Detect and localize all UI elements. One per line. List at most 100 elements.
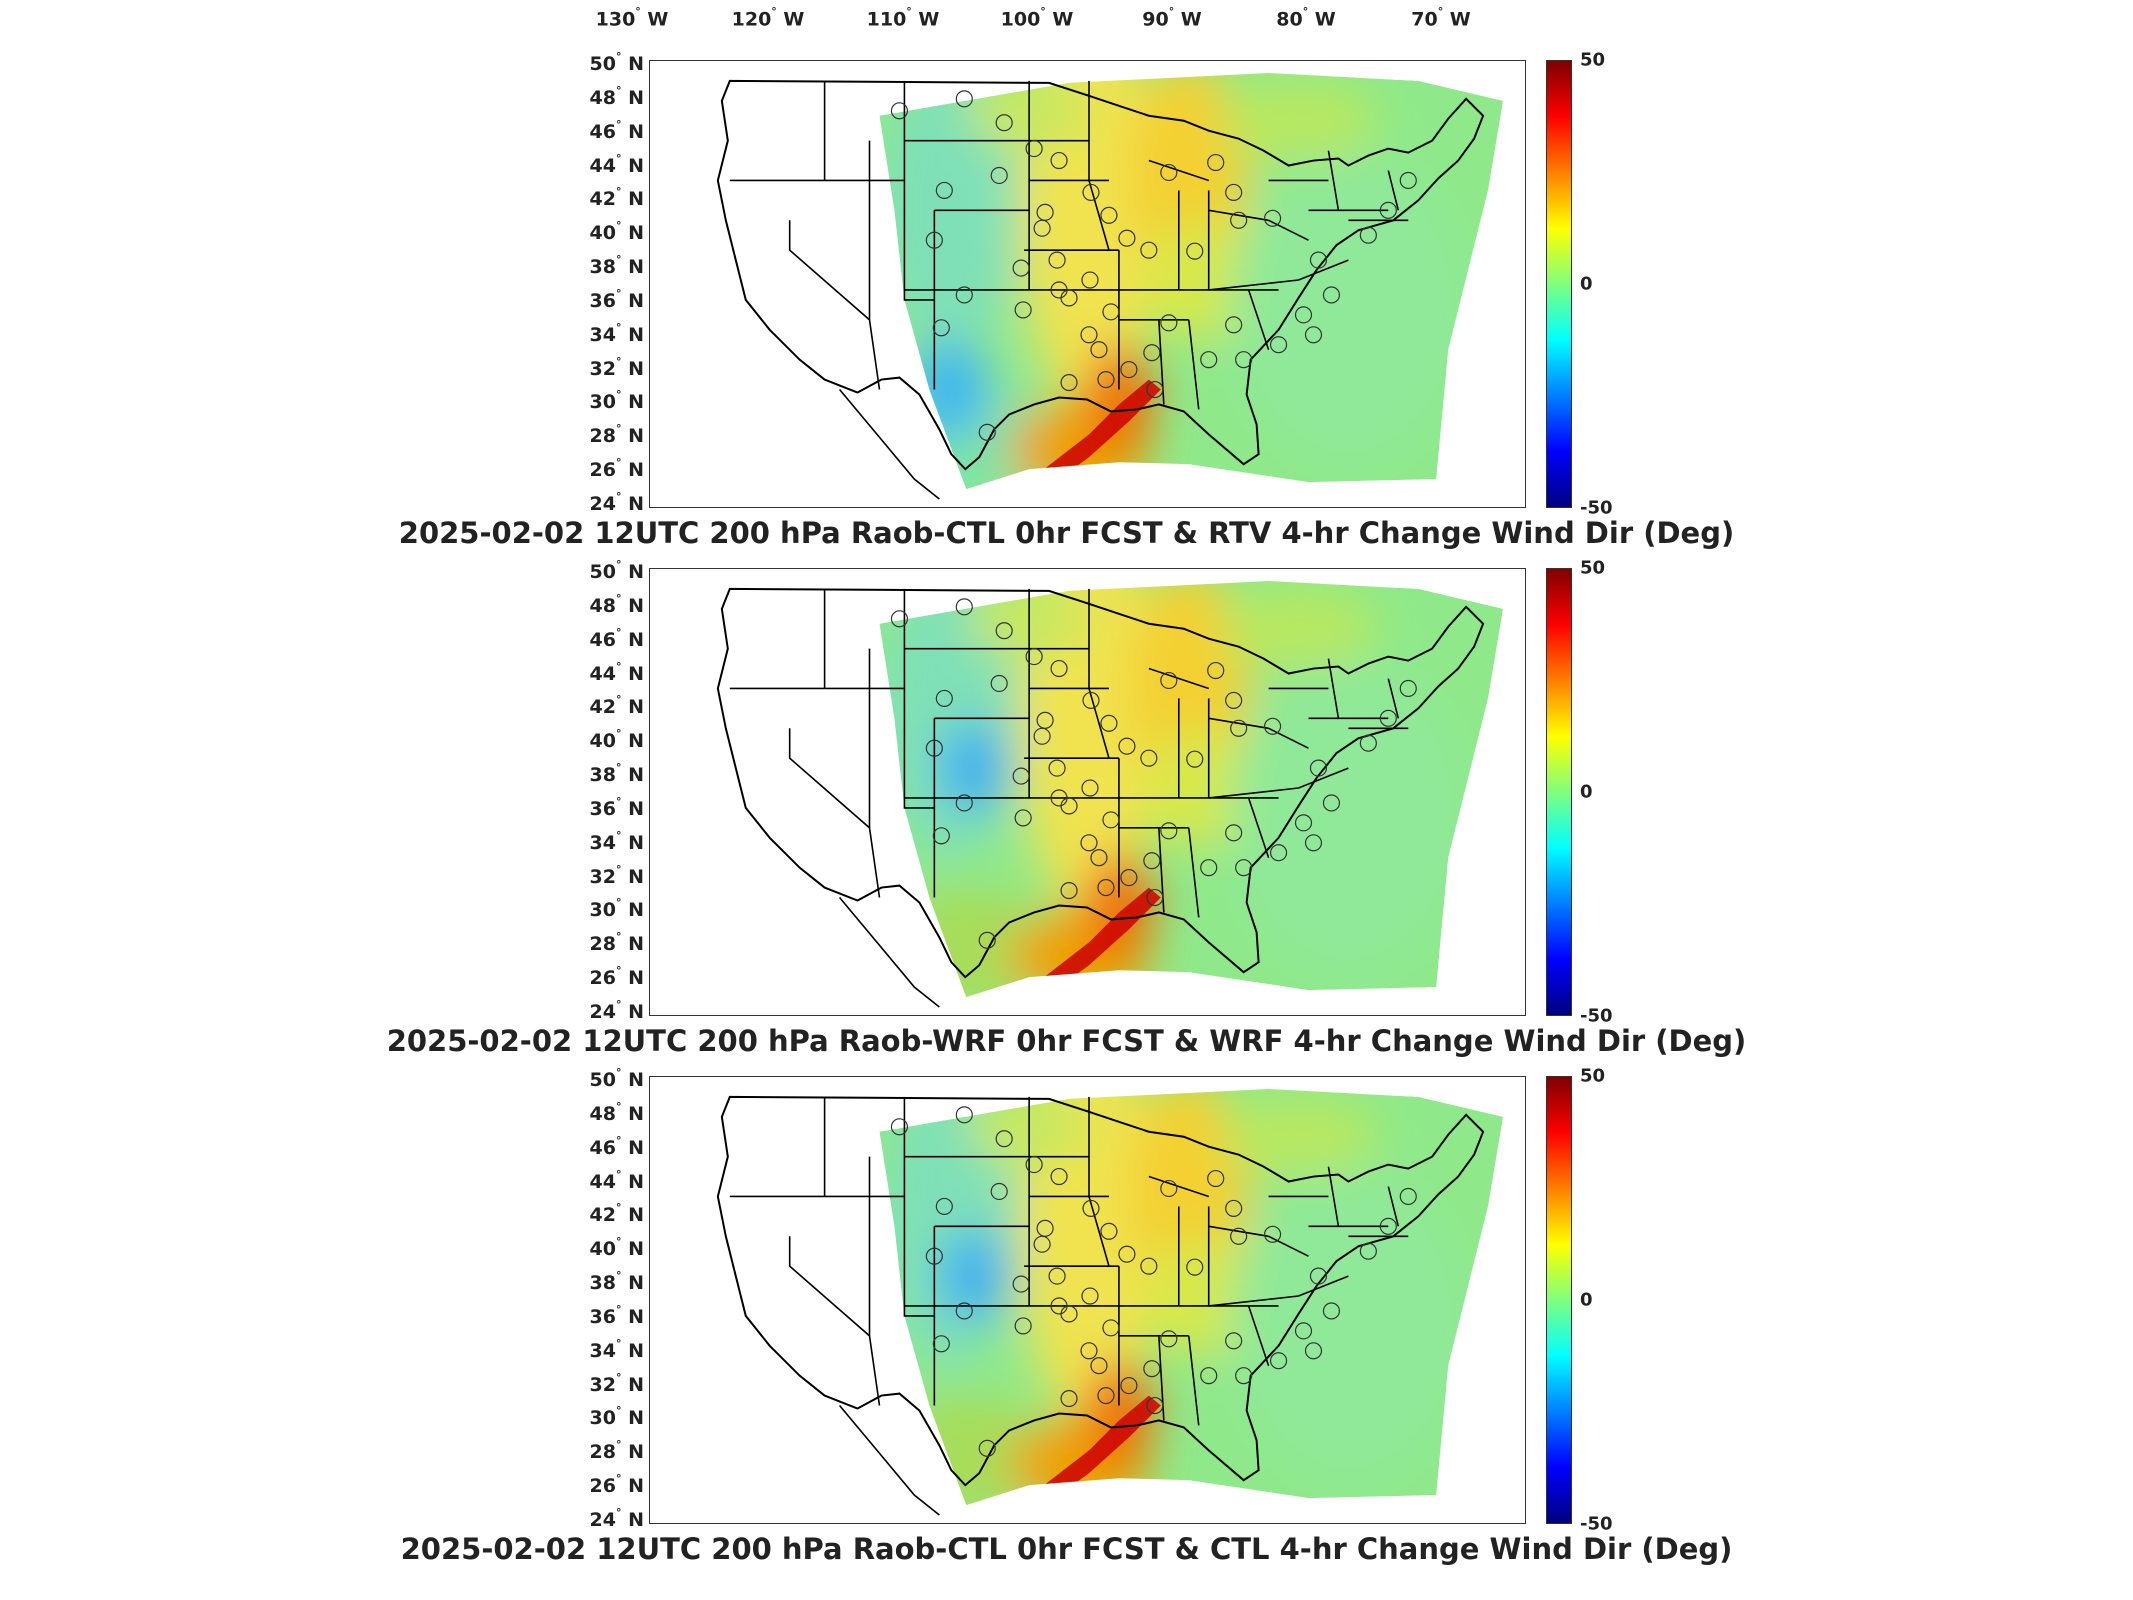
raob-station-marker: [1025, 140, 1043, 158]
raob-station-marker: [1120, 869, 1138, 887]
raob-station-marker: [1225, 824, 1243, 842]
latitude-label: 24° N: [589, 489, 644, 516]
raob-station-marker: [1081, 271, 1099, 289]
longitude-degree: 120: [731, 8, 772, 31]
latitude-axis: 50° N 48° N 46° N 44° N 42° N 40° N 38° N 36° N…: [560, 50, 644, 515]
raob-station-marker: [1294, 814, 1313, 832]
longitude-degree: 130: [595, 8, 636, 31]
map-canvas: [716, 72, 1504, 500]
colorbar-mid-label: 0: [1580, 273, 1593, 295]
raob-station-marker: [955, 1106, 973, 1124]
raob-station-marker: [1082, 1199, 1100, 1217]
raob-station-marker: [978, 1439, 996, 1457]
raob-station-marker: [1269, 844, 1288, 862]
raob-station-marker: [1050, 659, 1068, 678]
colorbar-max-label: 50: [1580, 49, 1606, 71]
raob-station-marker: [955, 598, 973, 616]
raob-station-marker: [1304, 834, 1323, 852]
panel-title: 2025-02-02 12UTC 200 hPa Raob-WRF 0hr FC…: [386, 1024, 1747, 1058]
raob-stations: [890, 598, 1417, 949]
map-panel: 50° N 48° N 46° N 44° N 42° N 40° N 38° N 36° N…: [0, 558, 2133, 1076]
latitude-label: 34° N: [589, 320, 644, 346]
colorbar-min-label: -50: [1580, 1513, 1613, 1535]
raob-station-marker: [1207, 153, 1225, 172]
panel-title: 2025-02-02 12UTC 200 hPa Raob-CTL 0hr FC…: [400, 1532, 1733, 1566]
map-canvas: [716, 1088, 1504, 1516]
raob-station-marker: [1263, 1225, 1282, 1243]
raob-station-marker: [1102, 811, 1120, 829]
latitude-label: 24° N: [589, 997, 644, 1024]
baja-coastline: [838, 897, 940, 1008]
raob-station-marker: [1230, 719, 1248, 737]
colorbar-mid-label: 0: [1580, 1289, 1593, 1311]
raob-station-marker: [1235, 859, 1253, 877]
coastline: [716, 79, 1485, 471]
colorbar-max-label: 50: [1580, 1065, 1606, 1087]
raob-station-marker: [955, 286, 973, 304]
raob-station-marker: [1033, 1235, 1051, 1253]
raob-station-marker: [1143, 1360, 1161, 1378]
raob-station-marker: [1359, 734, 1377, 752]
latitude-label: 30° N: [589, 1404, 644, 1430]
raob-station-marker: [932, 319, 950, 337]
colorbar: [1546, 60, 1572, 508]
map-panel: 50° N 48° N 46° N 44° N 42° N 40° N 38° N 36° N…: [0, 1066, 2133, 1584]
raob-station-marker: [1060, 881, 1078, 900]
longitude-hemisphere: W: [640, 8, 669, 31]
raob-station-marker: [1309, 759, 1328, 777]
colorbar-min-label: -50: [1580, 497, 1613, 519]
latitude-label: 26° N: [589, 455, 644, 482]
raob-station-marker: [955, 1302, 973, 1320]
raob-station-marker: [1033, 219, 1051, 237]
raob-station-marker: [1048, 251, 1066, 269]
latitude-label: 32° N: [589, 354, 644, 380]
raob-station-marker: [978, 931, 996, 949]
raob-station-marker: [1060, 1305, 1078, 1323]
raob-station-marker: [1097, 371, 1115, 389]
raob-station-marker: [990, 674, 1008, 693]
latitude-label: 40° N: [589, 727, 644, 753]
latitude-axis: 50° N 48° N 46° N 44° N 42° N 40° N 38° N 36° N…: [560, 558, 644, 1023]
colorbar-min-label: -50: [1580, 1005, 1613, 1027]
raob-station-marker: [1200, 859, 1218, 877]
raob-station-marker: [1207, 661, 1225, 680]
raob-station-marker: [1200, 1367, 1218, 1385]
raob-station-marker: [1102, 1319, 1120, 1337]
raob-station-marker: [1090, 849, 1108, 867]
raob-station-marker: [1143, 344, 1161, 362]
raob-station-marker: [995, 622, 1013, 640]
raob-station-marker: [1235, 351, 1253, 369]
latitude-label: 38° N: [589, 1268, 644, 1295]
raob-station-marker: [1050, 1167, 1068, 1186]
longitude-label: 130° W: [595, 5, 669, 31]
raob-station-marker: [1012, 1275, 1030, 1293]
raob-station-marker: [1060, 289, 1078, 307]
raob-station-marker: [995, 1130, 1013, 1148]
raob-station-marker: [932, 827, 950, 845]
raob-station-marker: [1090, 1357, 1108, 1375]
raob-station-marker: [1160, 671, 1178, 690]
latitude-label: 28° N: [589, 930, 644, 956]
longitude-hemisphere: W: [911, 8, 940, 31]
state-boundaries: [729, 588, 1409, 918]
latitude-label: 50° N: [589, 1065, 644, 1092]
raob-station-marker: [1294, 306, 1313, 324]
raob-station-marker: [1100, 1222, 1118, 1240]
raob-station-marker: [1012, 259, 1030, 277]
raob-station-marker: [1060, 373, 1078, 392]
raob-station-marker: [1146, 888, 1164, 907]
longitude-label: 80° W: [1276, 5, 1336, 31]
latitude-label: 48° N: [589, 591, 644, 618]
raob-station-marker: [1025, 1156, 1043, 1174]
raob-station-marker: [890, 1118, 909, 1136]
raob-station-marker: [1322, 286, 1341, 304]
raob-station-marker: [1100, 206, 1118, 224]
raob-station-marker: [1399, 171, 1417, 190]
latitude-label: 46° N: [589, 625, 644, 651]
colorbar-mid-label: 0: [1580, 781, 1593, 803]
raob-station-marker: [1269, 336, 1288, 354]
raob-station-marker: [1082, 691, 1100, 709]
raob-station-marker: [1082, 183, 1100, 201]
raob-station-marker: [1143, 852, 1161, 870]
raob-station-marker: [1080, 1342, 1098, 1360]
